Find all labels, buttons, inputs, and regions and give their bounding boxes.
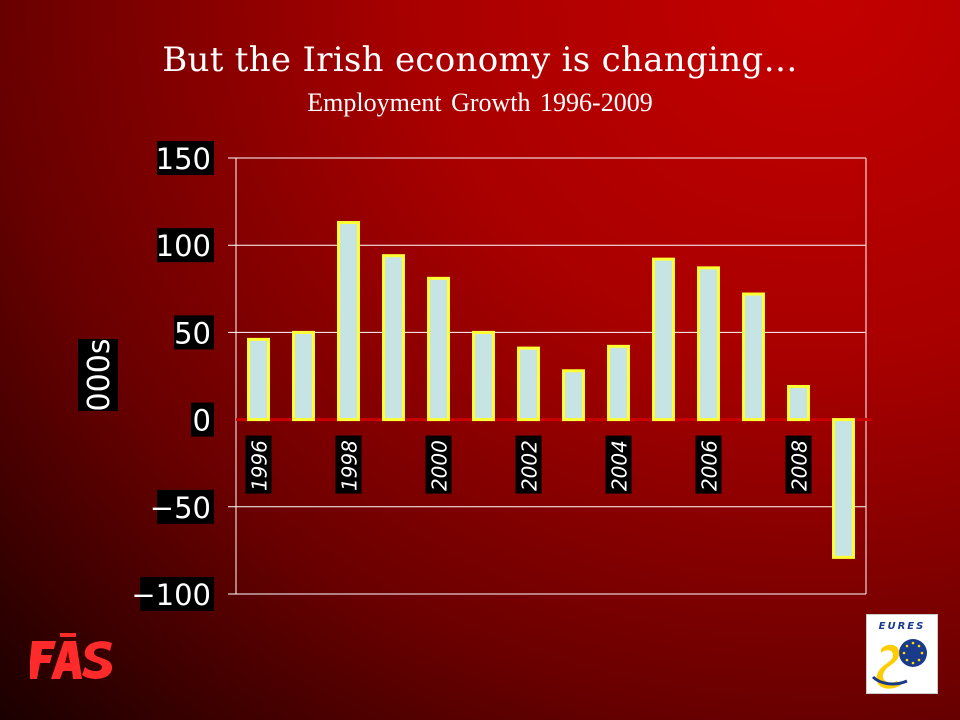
bar-2003	[562, 369, 585, 422]
x-tick-box	[245, 435, 272, 494]
y-axis-label-bg	[78, 339, 118, 411]
x-tick-label: 2002	[518, 440, 542, 491]
slide-title: But the Irish economy is changing…	[162, 40, 798, 80]
y-axis-label-group: 000s	[78, 339, 118, 412]
y-tick-box	[157, 141, 214, 175]
bar-2005	[652, 257, 675, 422]
y-tick-box	[174, 315, 214, 350]
x-tick-box	[515, 435, 542, 494]
x-tick: 2008	[785, 435, 812, 494]
x-tick: 1996	[245, 435, 272, 494]
bar-2009	[832, 418, 855, 559]
y-tick: 0	[191, 402, 214, 438]
x-tick-label: 2006	[698, 440, 722, 491]
y-tick: 100	[156, 228, 214, 263]
y-tick: 50	[174, 315, 214, 350]
y-tick-label: −50	[150, 491, 211, 525]
eures-logo: EURES	[866, 614, 938, 694]
bar-1997	[292, 330, 315, 422]
bar-2006	[697, 266, 720, 422]
y-tick-label: 150	[156, 142, 211, 176]
bars	[247, 221, 855, 559]
bar-2001	[472, 330, 495, 422]
x-tick: 2000	[425, 435, 452, 494]
x-tick-box	[335, 435, 362, 494]
gridlines	[228, 157, 872, 595]
y-tick-labels: 150 100 50 0 −50 −100	[131, 141, 214, 612]
slide-subtitle: Employment Growth 1996-2009	[307, 88, 653, 117]
y-tick-label: 100	[156, 229, 211, 263]
bar-2000	[427, 276, 450, 422]
y-tick: −100	[131, 577, 214, 612]
bar-2007	[742, 292, 765, 422]
bar-1998	[337, 221, 360, 422]
y-tick-box	[140, 577, 214, 611]
y-tick: −50	[150, 489, 214, 525]
y-axis-label-box: 000s	[78, 339, 118, 412]
y-tick: 150	[156, 141, 214, 176]
x-tick: 1998	[335, 435, 362, 494]
bar-1996	[247, 337, 270, 422]
x-tick-label: 1996	[248, 440, 272, 491]
x-tick: 2002	[515, 435, 542, 494]
x-tick: 2004	[605, 435, 632, 494]
x-tick-labels: 1996 1998 2000 2002 2004 2006 2008	[245, 435, 812, 494]
x-tick-label: 2008	[788, 440, 812, 491]
x-tick-box	[785, 435, 812, 494]
bar-1999	[382, 254, 405, 422]
bar-2002	[517, 346, 540, 422]
fas-logo	[30, 633, 113, 679]
y-tick-label: −100	[131, 578, 211, 612]
x-tick-box	[695, 435, 722, 494]
x-tick-box	[605, 435, 632, 494]
y-axis-label: 000s	[82, 339, 117, 412]
y-tick-label: 50	[174, 316, 211, 350]
y-tick-box	[157, 228, 214, 263]
x-tick: 2006	[695, 435, 722, 494]
bar-2004	[607, 344, 630, 422]
x-tick-box	[425, 435, 452, 494]
x-tick-label: 2000	[428, 440, 452, 491]
y-tick-box	[157, 489, 214, 524]
y-tick-label: 0	[193, 404, 211, 438]
x-tick-label: 1998	[338, 440, 362, 491]
eures-logo-text: EURES	[879, 621, 926, 632]
x-tick-label: 2004	[608, 440, 632, 491]
y-tick-box	[191, 402, 214, 437]
bar-2008	[787, 384, 810, 422]
